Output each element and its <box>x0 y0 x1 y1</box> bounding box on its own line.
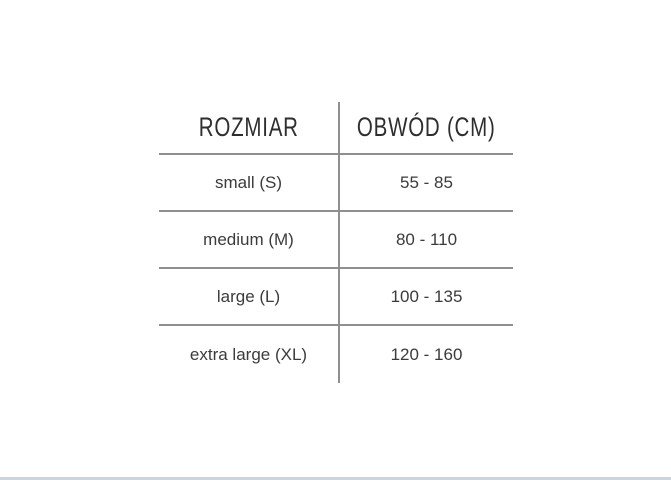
column-header-size-label: ROZMIAR <box>198 112 299 142</box>
table-row-small-circumference-cell: 55 - 85 <box>338 155 513 212</box>
column-header-size: ROZMIAR <box>159 102 338 155</box>
page-bottom-divider <box>0 477 671 480</box>
size-value: extra large (XL) <box>189 344 308 364</box>
circumference-value: 120 - 160 <box>390 344 463 364</box>
table-row-extra-large-size-cell: extra large (XL) <box>159 326 338 383</box>
circumference-value: 55 - 85 <box>400 172 453 192</box>
column-header-circumference-label: OBWÓD (CM) <box>357 112 496 142</box>
table-row-extra-large-circumference-cell: 120 - 160 <box>338 326 513 383</box>
size-chart-table: ROZMIAR OBWÓD (CM) small (S) 55 - 85 med… <box>159 102 513 383</box>
column-header-circumference: OBWÓD (CM) <box>338 102 513 155</box>
circumference-value: 100 - 135 <box>390 286 463 306</box>
table-row-large-circumference-cell: 100 - 135 <box>338 269 513 326</box>
circumference-value: 80 - 110 <box>395 229 458 249</box>
table-row-medium-circumference-cell: 80 - 110 <box>338 212 513 269</box>
size-value: large (L) <box>216 286 281 306</box>
size-value: medium (M) <box>203 229 294 249</box>
table-row-small-size-cell: small (S) <box>159 155 338 212</box>
table-row-large-size-cell: large (L) <box>159 269 338 326</box>
size-value: small (S) <box>214 172 283 192</box>
table-row-medium-size-cell: medium (M) <box>159 212 338 269</box>
